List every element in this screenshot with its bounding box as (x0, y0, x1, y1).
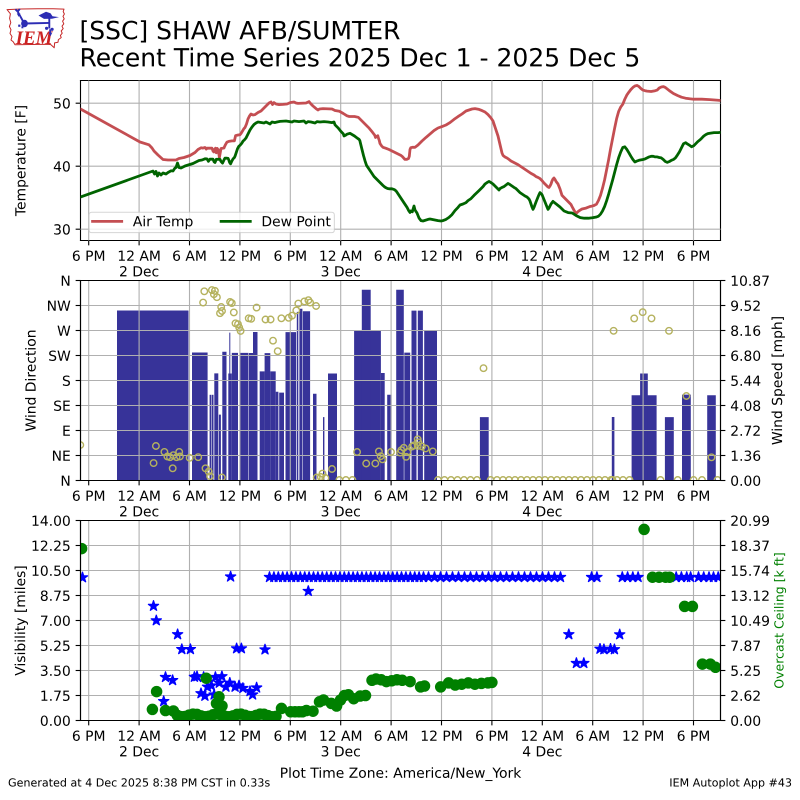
svg-text:IEM: IEM (15, 28, 54, 49)
